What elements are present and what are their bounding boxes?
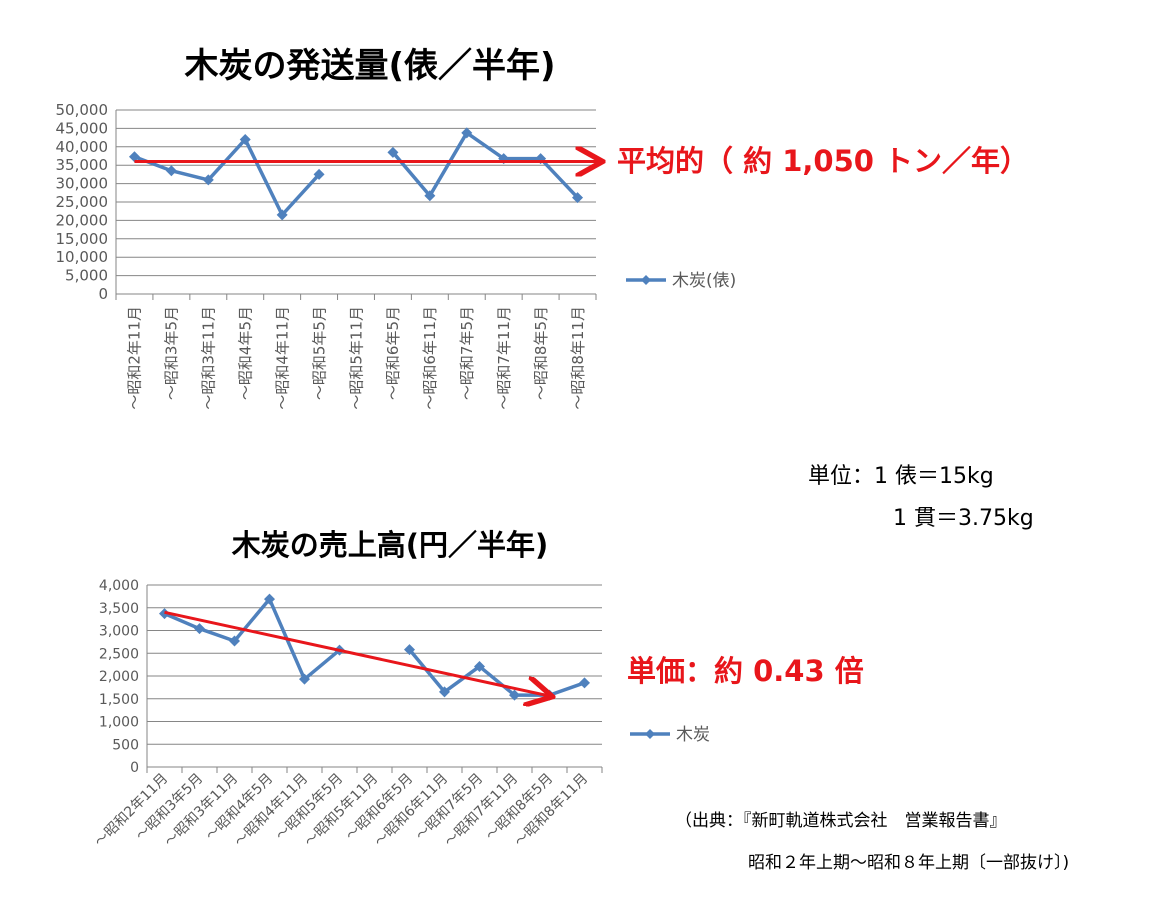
chart1-series-line [391, 131, 579, 199]
chart2-ytick-label: 0 [130, 760, 139, 776]
chart1-series-line [133, 137, 321, 217]
chart1-xtick-label: ～昭和8年11月 [569, 306, 587, 410]
chart1-xtick-label: ～昭和4年11月 [273, 306, 291, 410]
chart2-series-line [163, 597, 341, 681]
chart1-ytick-label: 25,000 [56, 193, 109, 211]
chart2-data-point [579, 677, 590, 689]
chart1-title: 木炭の発送量(俵／半年) [184, 46, 556, 86]
chart2-trend-arrow [164, 610, 550, 696]
source-note-line1: （出典：『新町軌道株式会社 営業報告書』 [675, 811, 1007, 831]
chart2-data-point [474, 660, 485, 672]
chart2-data-point [509, 689, 520, 701]
chart1-data-point [572, 192, 584, 204]
chart2-legend-label: 木炭 [676, 725, 710, 745]
chart1-xtick-label: ～昭和5年11月 [347, 306, 365, 410]
chart2-ytick-label: 2,000 [99, 669, 139, 685]
chart1-ytick-label: 15,000 [56, 230, 109, 248]
chart1-data-point [461, 127, 473, 139]
chart1-xtick-label: ～昭和2年11月 [126, 306, 144, 410]
chart1-data-point [128, 151, 140, 163]
chart1-xtick-label: ～昭和3年5月 [163, 306, 181, 400]
chart2-ytick-label: 1,500 [99, 692, 139, 708]
chart1-data-point [387, 146, 399, 158]
chart1-legend-marker [641, 275, 651, 285]
chart1-xtick-label: ～昭和6年11月 [421, 306, 439, 410]
chart2-data-point [194, 623, 205, 635]
chart1-xtick-label: ～昭和5年5月 [310, 306, 328, 400]
chart1-annotation: 平均的（ 約 1,050 トン／年） [617, 144, 1030, 178]
chart2-data-point [404, 644, 415, 656]
chart1-ytick-label: 5,000 [65, 267, 108, 285]
chart2-ytick-label: 3,500 [99, 601, 139, 617]
chart1-data-point [202, 174, 214, 186]
chart2-annotation: 単価：約 0.43 倍 [627, 654, 864, 688]
chart1-data-point [165, 165, 177, 177]
chart2-ytick-label: 2,500 [99, 646, 139, 662]
chart2-title: 木炭の売上高(円／半年) [231, 528, 549, 562]
chart2-legend-marker [645, 729, 655, 739]
chart2-data-point [439, 686, 450, 698]
chart1-legend-label: 木炭(俵) [672, 271, 736, 291]
chart1-data-point [313, 168, 325, 180]
chart1-data-point [424, 190, 436, 202]
chart1-xtick-label: ～昭和7年5月 [458, 306, 476, 400]
chart1-ytick-label: 35,000 [56, 156, 109, 174]
chart2-data-point [299, 673, 310, 685]
chart2-ytick-label: 3,000 [99, 624, 139, 640]
chart1-data-point [239, 133, 251, 145]
chart1-ytick-label: 0 [98, 285, 108, 303]
chart1-ytick-label: 45,000 [56, 119, 109, 137]
chart2-ytick-label: 1,000 [99, 715, 139, 731]
chart1-ytick-label: 30,000 [56, 175, 109, 193]
chart1-xtick-label: ～昭和8年5月 [532, 306, 550, 400]
chart2-data-point [229, 635, 240, 647]
source-note-line2: 昭和２年上期～昭和８年上期〔一部抜け〕) [748, 853, 1070, 873]
chart2-data-point [264, 593, 275, 605]
chart1-ytick-label: 20,000 [56, 211, 109, 229]
chart1-xtick-label: ～昭和4年5月 [236, 306, 254, 400]
chart1-xtick-label: ～昭和7年11月 [495, 306, 513, 410]
chart1-ytick-label: 10,000 [56, 248, 109, 266]
chart1-ytick-label: 50,000 [56, 101, 109, 119]
chart1-xtick-label: ～昭和3年11月 [200, 306, 218, 410]
unit-note-line1: 単位：1 俵＝15kg [808, 464, 994, 489]
chart1-data-point [276, 209, 288, 221]
unit-note-line2: 1 貫＝3.75kg [893, 506, 1034, 531]
chart2-ytick-label: 500 [112, 737, 139, 753]
chart1-xtick-label: ～昭和6年5月 [384, 306, 402, 400]
chart2-ytick-label: 4,000 [99, 578, 139, 594]
chart1-ytick-label: 40,000 [56, 138, 109, 156]
